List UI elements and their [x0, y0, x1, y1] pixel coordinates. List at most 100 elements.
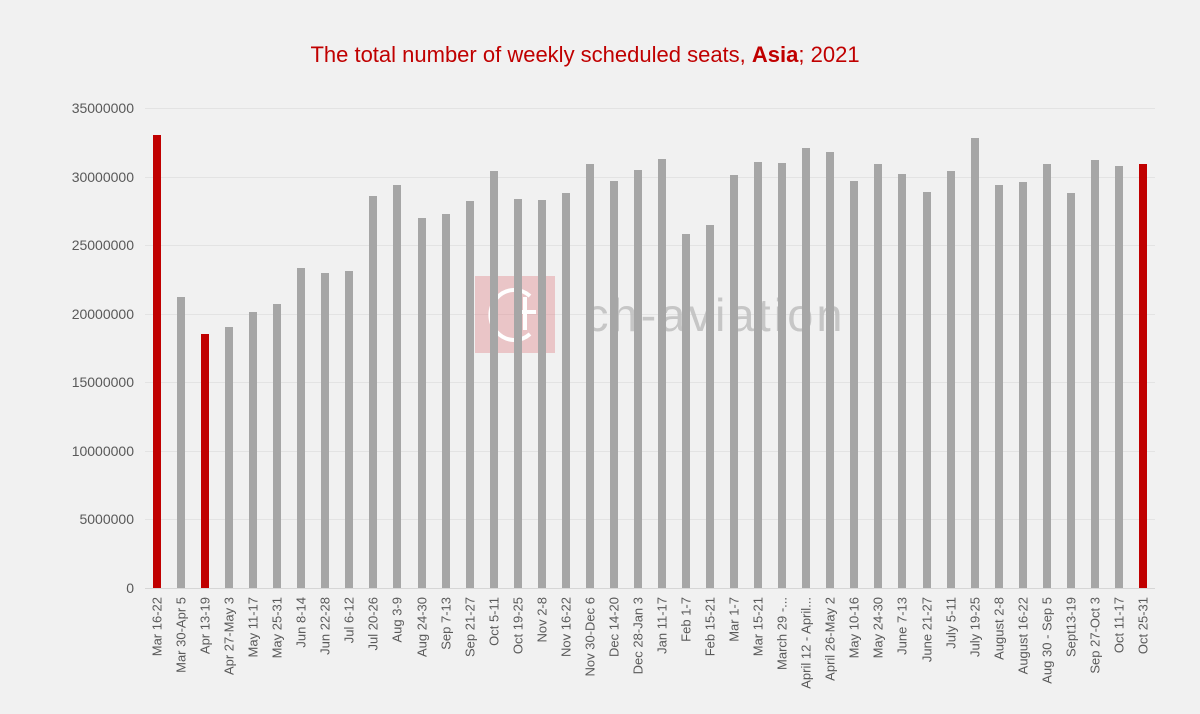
- x-axis-label: May 10-16: [846, 597, 862, 659]
- bar-slot: Oct 11-17: [1107, 108, 1131, 653]
- bar-slot: Sept13-19: [1059, 108, 1083, 657]
- x-axis-label: Oct 19-25: [510, 597, 526, 655]
- x-axis-label: Apr 27-May 3: [221, 597, 237, 676]
- bar-slot: Jun 22-28: [313, 108, 337, 655]
- x-axis-label: Aug 30 - Sep 5: [1039, 597, 1055, 684]
- bar: [802, 147, 811, 588]
- bar: [658, 158, 666, 588]
- bar: [561, 193, 570, 588]
- gridline: [145, 519, 1155, 521]
- gridline: [145, 588, 1155, 589]
- chart-title-region: Asia: [751, 42, 799, 67]
- gridline: [145, 313, 1155, 315]
- bar-slot: Feb 1-7: [674, 108, 698, 642]
- bar: [465, 201, 474, 588]
- x-axis-label: April 12 - April...: [798, 597, 814, 689]
- x-axis-label: Oct 11-17: [1111, 597, 1127, 654]
- bar-slot: June 7-13: [890, 108, 914, 655]
- bar-slot: Nov 2-8: [530, 108, 554, 643]
- bar-slot: Dec 28-Jan 3: [626, 108, 650, 674]
- x-axis-label: April 26-May 2: [822, 597, 838, 681]
- bar-slot: March 29 -...: [770, 108, 794, 670]
- bar-slot: Sep 21-27: [458, 108, 482, 657]
- x-axis-label: May 11-17: [245, 597, 261, 658]
- bar-slot: Feb 15-21: [698, 108, 722, 656]
- bar-slot: Apr 13-19: [193, 108, 217, 654]
- chart-title-suffix: ; 2021: [798, 42, 860, 67]
- bar: [682, 234, 691, 588]
- bar-slot: Oct 5-11: [482, 108, 506, 646]
- x-axis-label: Nov 30-Dec 6: [582, 597, 598, 677]
- y-axis-label: 15000000: [71, 374, 134, 391]
- bar: [585, 164, 594, 588]
- bar: [730, 175, 739, 588]
- bar: [1066, 193, 1075, 588]
- bar-slot: Aug 24-30: [410, 108, 434, 657]
- bar: [297, 268, 306, 588]
- bar-slot: Mar 16-22: [145, 108, 169, 656]
- bar: [1042, 164, 1051, 588]
- x-axis-label: Jul 6-12: [341, 597, 357, 644]
- bar-slot: Dec 14-20: [602, 108, 626, 657]
- x-axis-label: March 29 -...: [774, 597, 790, 670]
- bar-slot: May 25-31: [265, 108, 289, 658]
- bar: [609, 180, 618, 588]
- x-axis-label: Aug 3-9: [389, 597, 405, 643]
- x-axis-label: June 7-13: [894, 597, 910, 655]
- plot-area: 0 5000000 10000000 15000000 20000000 25000000…: [72, 100, 1155, 689]
- bar: [1018, 182, 1027, 588]
- y-axis-label: 25000000: [71, 237, 134, 254]
- bar: [706, 224, 715, 588]
- bar-slot: Mar 1-7: [722, 108, 746, 642]
- y-axis-label: 0: [126, 580, 134, 596]
- bar: [441, 213, 450, 588]
- bar-slot: July 5-11: [939, 108, 963, 649]
- bar: [874, 164, 883, 588]
- x-axis-label: Jun 22-28: [317, 597, 333, 655]
- bar: [633, 169, 642, 588]
- bar-slot: Jan 11-17: [650, 108, 674, 654]
- x-axis-label: Sep 21-27: [462, 597, 478, 657]
- bar: [898, 173, 907, 588]
- x-axis-label: August 2-8: [991, 597, 1007, 660]
- x-axis-label: Nov 2-8: [534, 597, 550, 643]
- x-axis-label: Mar 16-22: [149, 597, 165, 657]
- bar: [970, 138, 979, 588]
- x-axis-label: Aug 24-30: [414, 597, 430, 657]
- bar: [1114, 165, 1123, 588]
- y-axis-label: 35000000: [71, 100, 134, 116]
- gridline: [145, 450, 1155, 452]
- bar-slot: May 10-16: [842, 108, 866, 658]
- y-axis-label: 10000000: [71, 442, 134, 459]
- x-axis-label: May 25-31: [269, 597, 285, 659]
- x-axis-label: May 24-30: [870, 597, 886, 659]
- bar-slot: Nov 16-22: [554, 108, 578, 657]
- bar: [417, 217, 426, 588]
- x-axis-label: Dec 14-20: [606, 597, 622, 657]
- x-axis-label: Oct 25-31: [1135, 597, 1151, 655]
- y-axis-label: 5000000: [79, 511, 134, 528]
- bar-slot: Jun 8-14: [289, 108, 313, 648]
- bar: [369, 195, 378, 588]
- x-axis-label: June 21-27: [919, 597, 935, 663]
- bar: [321, 272, 330, 588]
- y-axis-label: 30000000: [71, 168, 134, 185]
- bar: [177, 297, 186, 588]
- bar: [537, 199, 546, 588]
- x-axis-label: Jan 11-17: [654, 597, 670, 654]
- x-axis-label: Nov 16-22: [558, 597, 574, 657]
- bar-slot: Oct 19-25: [506, 108, 530, 654]
- bar: [994, 184, 1003, 588]
- chart-title: The total number of weekly scheduled sea…: [0, 42, 1170, 68]
- bar-slot: June 21-27: [915, 108, 939, 662]
- chart-title-prefix: The total number of weekly scheduled sea…: [310, 42, 752, 67]
- bar: [922, 191, 931, 588]
- bar-slot: August 2-8: [987, 108, 1011, 660]
- x-axis-label: Dec 28-Jan 3: [630, 597, 646, 675]
- bar: [946, 171, 955, 588]
- bar-slot: Jul 20-26: [361, 108, 385, 650]
- bar-slot: Aug 30 - Sep 5: [1035, 108, 1059, 684]
- bar: [778, 162, 787, 588]
- x-axis-label: Jul 20-26: [365, 597, 381, 651]
